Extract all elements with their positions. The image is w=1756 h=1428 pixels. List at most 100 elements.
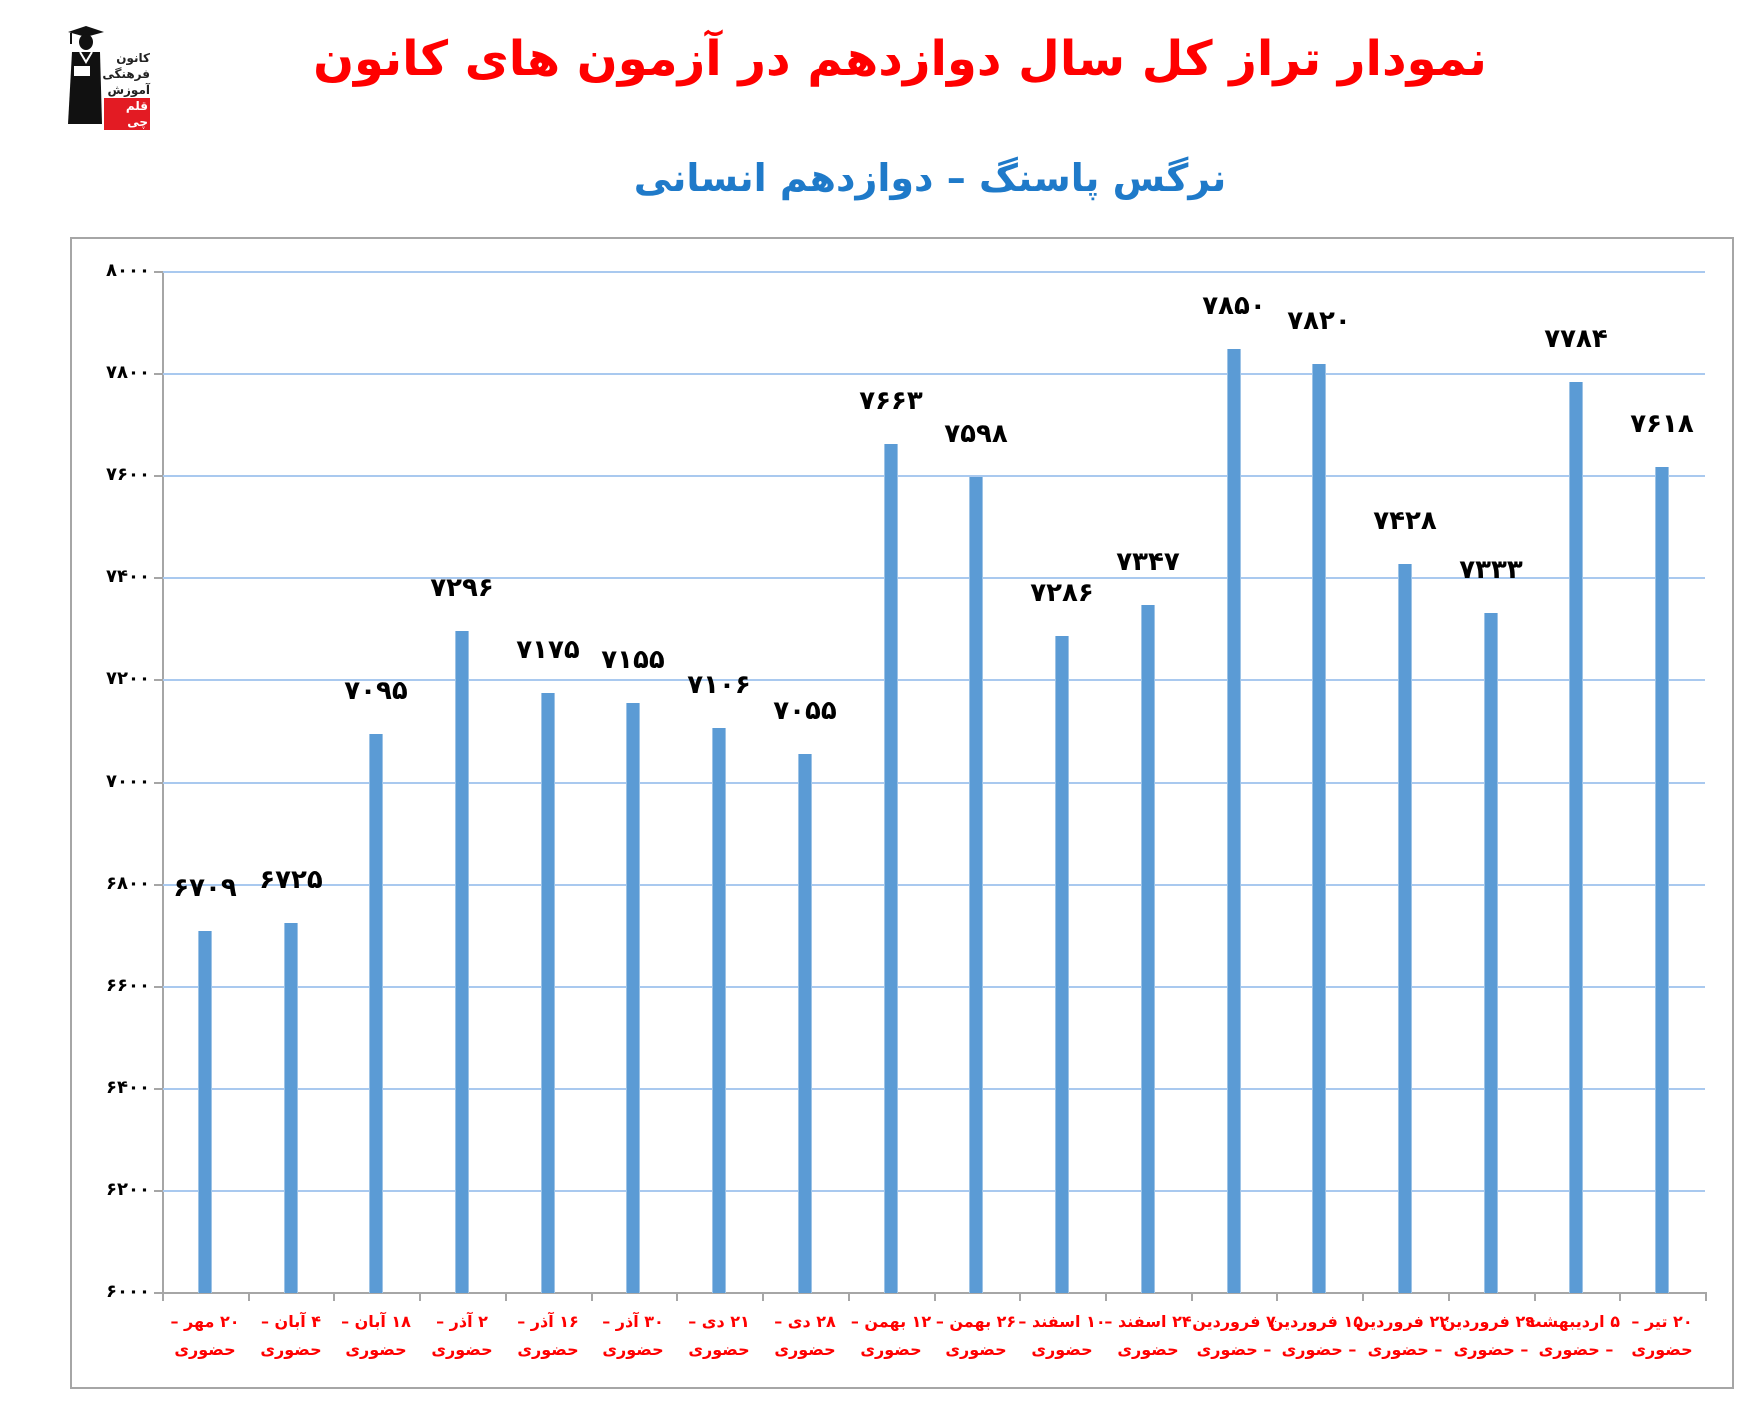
x-category-label: ۲۱ دی – حضوری — [675, 1308, 763, 1364]
bar[interactable] — [1398, 564, 1412, 1293]
y-tick-label: ۶۰۰۰ — [106, 1281, 150, 1302]
bar[interactable] — [455, 631, 469, 1293]
x-tick — [162, 1292, 164, 1301]
bar[interactable] — [284, 923, 298, 1293]
bar[interactable] — [1141, 605, 1155, 1293]
x-category-label: ۲۴ اسفند – حضوری — [1104, 1308, 1192, 1364]
y-tick — [154, 577, 163, 580]
x-category-label: ۱۰ اسفند – حضوری — [1018, 1308, 1106, 1364]
y-tick-label: ۶۸۰۰ — [106, 872, 150, 894]
x-category-line: ۱۶ آذر – — [517, 1312, 579, 1331]
y-tick-label: ۶۶۰۰ — [106, 974, 150, 996]
bar[interactable] — [1055, 636, 1069, 1293]
x-category-line: حضوری — [1631, 1340, 1693, 1359]
data-label: ۷۰۹۵ — [344, 676, 408, 706]
data-label: ۷۴۲۸ — [1373, 506, 1437, 536]
bar[interactable] — [198, 931, 212, 1293]
y-tick-label: ۷۶۰۰ — [106, 464, 150, 486]
bar[interactable] — [969, 477, 983, 1293]
gridline — [162, 781, 1705, 784]
y-tick — [154, 985, 163, 988]
gridline — [162, 475, 1705, 478]
x-category-line: حضوری — [1031, 1340, 1093, 1359]
x-category-label: ۲۰ مهر – حضوری — [161, 1308, 249, 1364]
bar[interactable] — [1312, 364, 1326, 1293]
logo-text: کانون فرهنگی آموزش قلم چی — [102, 50, 150, 130]
logo-line: کانون — [116, 51, 150, 65]
bar[interactable] — [884, 444, 898, 1293]
x-category-line: ۳۰ آذر – — [602, 1312, 664, 1331]
gridline — [162, 373, 1705, 376]
y-tick — [154, 475, 163, 478]
y-tick-label: ۷۴۰۰ — [106, 566, 150, 588]
bar[interactable] — [369, 734, 383, 1293]
y-tick — [154, 679, 163, 682]
gridline — [162, 1087, 1705, 1090]
x-category-label: ۲۶ بهمن – حضوری — [932, 1308, 1020, 1364]
x-category-line: ۲۲ فروردین — [1355, 1312, 1449, 1331]
x-category-line: ۲۰ تیر – — [1631, 1312, 1693, 1331]
x-category-label: ۲۸ دی – حضوری — [761, 1308, 849, 1364]
x-category-label: ۲۹ فروردین – حضوری — [1442, 1308, 1535, 1364]
y-tick — [154, 271, 163, 273]
x-category-line: ۱۸ آبان – — [341, 1312, 411, 1331]
gridline — [162, 883, 1705, 886]
x-category-line: ۲۶ بهمن – — [935, 1312, 1017, 1331]
bar[interactable] — [1227, 349, 1241, 1293]
x-category-label: ۲ آذر – حضوری — [418, 1308, 506, 1364]
data-label: ۷۳۳۳ — [1459, 555, 1523, 585]
x-category-line: حضوری — [774, 1340, 836, 1359]
bar[interactable] — [712, 728, 726, 1293]
chart-subtitle: نرگس پاسنگ – دوازدهم انسانی — [633, 156, 1227, 200]
x-axis — [154, 1292, 1705, 1294]
x-category-label: ۷ فروردین – حضوری — [1190, 1308, 1278, 1364]
bar[interactable] — [1655, 467, 1669, 1293]
kanoon-logo: کانون فرهنگی آموزش قلم چی — [62, 22, 152, 130]
x-category-line: حضوری — [602, 1340, 664, 1359]
x-tick — [1705, 1292, 1707, 1301]
data-label: ۷۲۹۶ — [430, 573, 494, 603]
y-tick — [154, 1189, 163, 1192]
graduate-figure-icon — [68, 26, 104, 124]
x-category-line: – حضوری — [1453, 1340, 1529, 1359]
data-label: ۶۷۲۵ — [259, 865, 323, 895]
y-tick — [154, 373, 163, 376]
y-tick-label: ۷۲۰۰ — [106, 668, 150, 690]
x-category-line: ۲۰ مهر – — [170, 1312, 240, 1331]
x-category-label: ۱۲ بهمن – حضوری — [847, 1308, 935, 1364]
x-category-label: ۴ آبان – حضوری — [247, 1308, 335, 1364]
x-category-label: ۲۲ فروردین – حضوری — [1355, 1308, 1449, 1364]
x-category-line: حضوری — [945, 1340, 1007, 1359]
x-category-label: ۱۵ فروردین – حضوری — [1270, 1308, 1363, 1364]
x-tick — [1191, 1292, 1193, 1301]
x-tick — [333, 1292, 335, 1301]
x-category-line: ۲ آذر – — [436, 1312, 488, 1331]
x-tick — [591, 1292, 593, 1301]
y-tick-label: ۸۰۰۰ — [106, 260, 150, 281]
bar[interactable] — [1484, 613, 1498, 1293]
chart-title: نمودار تراز کل سال دوازدهم در آزمون های … — [313, 31, 1487, 87]
x-tick — [934, 1292, 936, 1301]
gridline — [162, 1189, 1705, 1192]
x-category-line: ۲۸ دی – — [774, 1312, 836, 1331]
x-category-line: حضوری — [860, 1340, 922, 1359]
data-label: ۷۱۰۶ — [687, 670, 751, 700]
bar[interactable] — [798, 754, 812, 1293]
x-category-line: حضوری — [517, 1340, 579, 1359]
x-category-line: – حضوری — [1196, 1340, 1272, 1359]
data-label: ۷۱۷۵ — [516, 635, 580, 665]
x-category-label: ۵ اردیبهشت – حضوری — [1525, 1308, 1620, 1364]
x-category-line: ۴ آبان – — [260, 1312, 322, 1331]
bar[interactable] — [1569, 382, 1583, 1293]
bar[interactable] — [626, 703, 640, 1293]
x-tick — [1019, 1292, 1021, 1301]
gridline — [162, 577, 1705, 580]
x-category-line: ۲۴ اسفند – — [1104, 1312, 1192, 1331]
x-category-line: حضوری — [345, 1340, 407, 1359]
gridline — [162, 271, 1705, 273]
x-tick — [1276, 1292, 1278, 1301]
bar[interactable] — [541, 693, 555, 1293]
gridline — [162, 679, 1705, 682]
x-tick — [419, 1292, 421, 1301]
gridline — [162, 985, 1705, 988]
